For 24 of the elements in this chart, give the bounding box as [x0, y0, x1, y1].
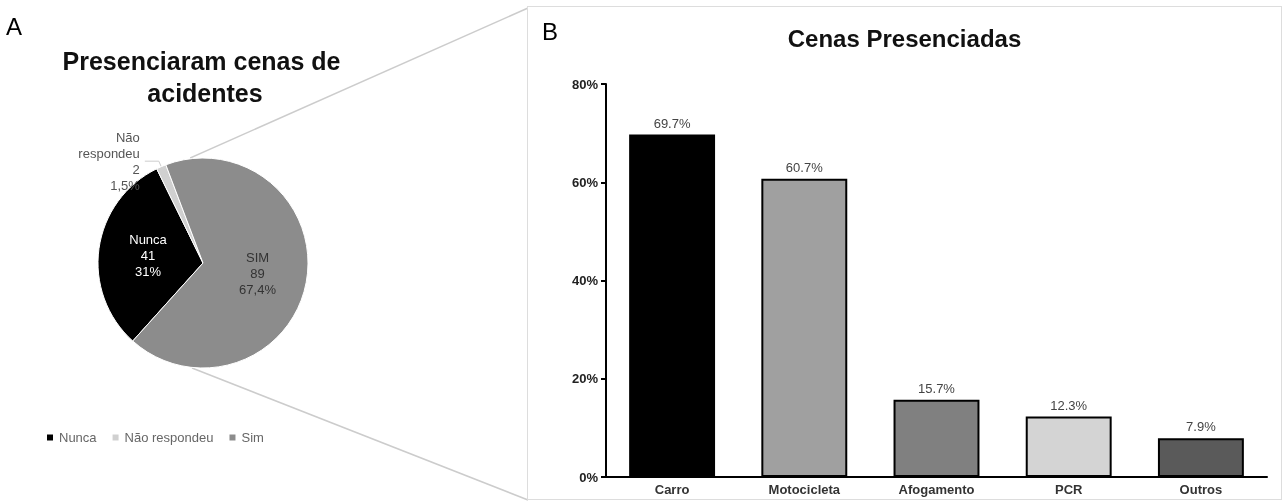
chart-title: Presenciaram cenas de acidentes [62, 47, 348, 107]
data-label: 7.9% [1186, 419, 1217, 435]
y-tick-label: 20% [571, 371, 599, 387]
y-tick-label: 0% [579, 469, 599, 485]
x-tick-label: Afogamento [898, 482, 975, 497]
legend-label: Não respondeu [124, 430, 214, 445]
x-tick-label: PCR [1054, 482, 1084, 497]
x-tick-label: Outros [1179, 482, 1223, 497]
data-label: 15.7% [918, 380, 956, 396]
data-label: 60.7% [785, 159, 824, 175]
text: B [542, 17, 559, 45]
y-tick-label: 40% [571, 273, 599, 288]
text: A [6, 12, 23, 40]
data-label: SIM 89 67,4% [239, 249, 277, 297]
data-label: 12.3% [1050, 397, 1088, 413]
x-tick-label: Motocicleta [768, 482, 841, 497]
y-tick-label: 80% [571, 76, 599, 92]
data-label: Nunca 41 31% [129, 231, 168, 279]
chart-title: Cenas Presenciadas [787, 24, 1022, 52]
x-tick-label: Carro [654, 482, 690, 497]
data-label: 69.7% [653, 115, 691, 131]
y-tick-label: 60% [571, 174, 599, 190]
legend-label: Sim [241, 430, 264, 445]
legend-label: Nunca [59, 430, 98, 445]
